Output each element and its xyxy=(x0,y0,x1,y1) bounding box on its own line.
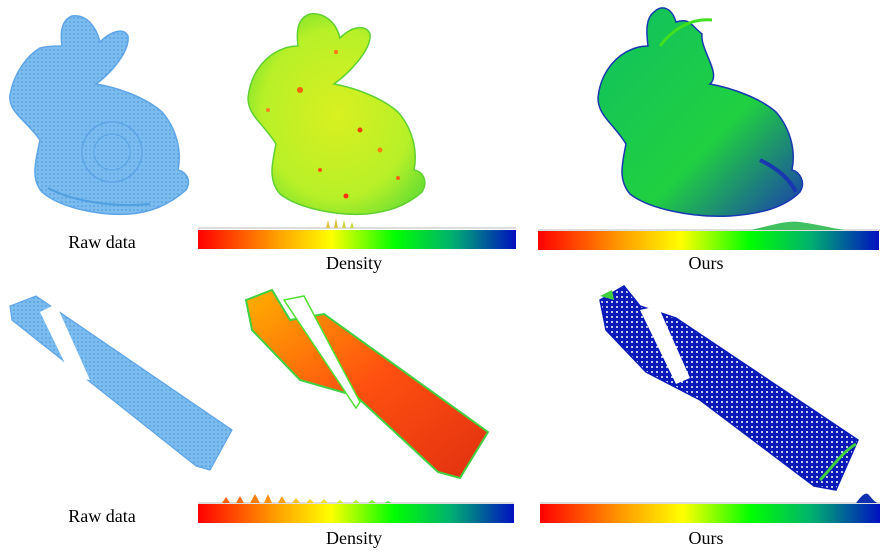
density-strip-pointcloud xyxy=(244,288,490,480)
raw-bunny-pointcloud xyxy=(9,15,190,216)
ours-histogram-1 xyxy=(538,221,880,231)
density-bunny-pointcloud xyxy=(247,13,426,216)
density-caption-1: Density xyxy=(326,253,382,273)
ours-color-ramp-2 xyxy=(540,504,880,523)
ours-histogram-2 xyxy=(540,493,880,504)
density-histogram-2 xyxy=(198,494,514,504)
raw-caption-1: Raw data xyxy=(68,232,135,252)
density-color-ramp-1 xyxy=(198,230,516,249)
ours-caption-2: Ours xyxy=(689,528,724,548)
ours-strip-pointcloud xyxy=(599,285,859,491)
ours-caption-1: Ours xyxy=(689,253,724,273)
ours-bunny-pointcloud xyxy=(597,7,804,218)
raw-strip-pointcloud xyxy=(9,295,233,471)
density-caption-2: Density xyxy=(326,528,382,548)
ours-color-ramp-1 xyxy=(538,231,879,250)
raw-caption-2: Raw data xyxy=(68,506,135,526)
density-color-ramp-2 xyxy=(198,504,514,523)
density-histogram-1 xyxy=(198,218,516,229)
